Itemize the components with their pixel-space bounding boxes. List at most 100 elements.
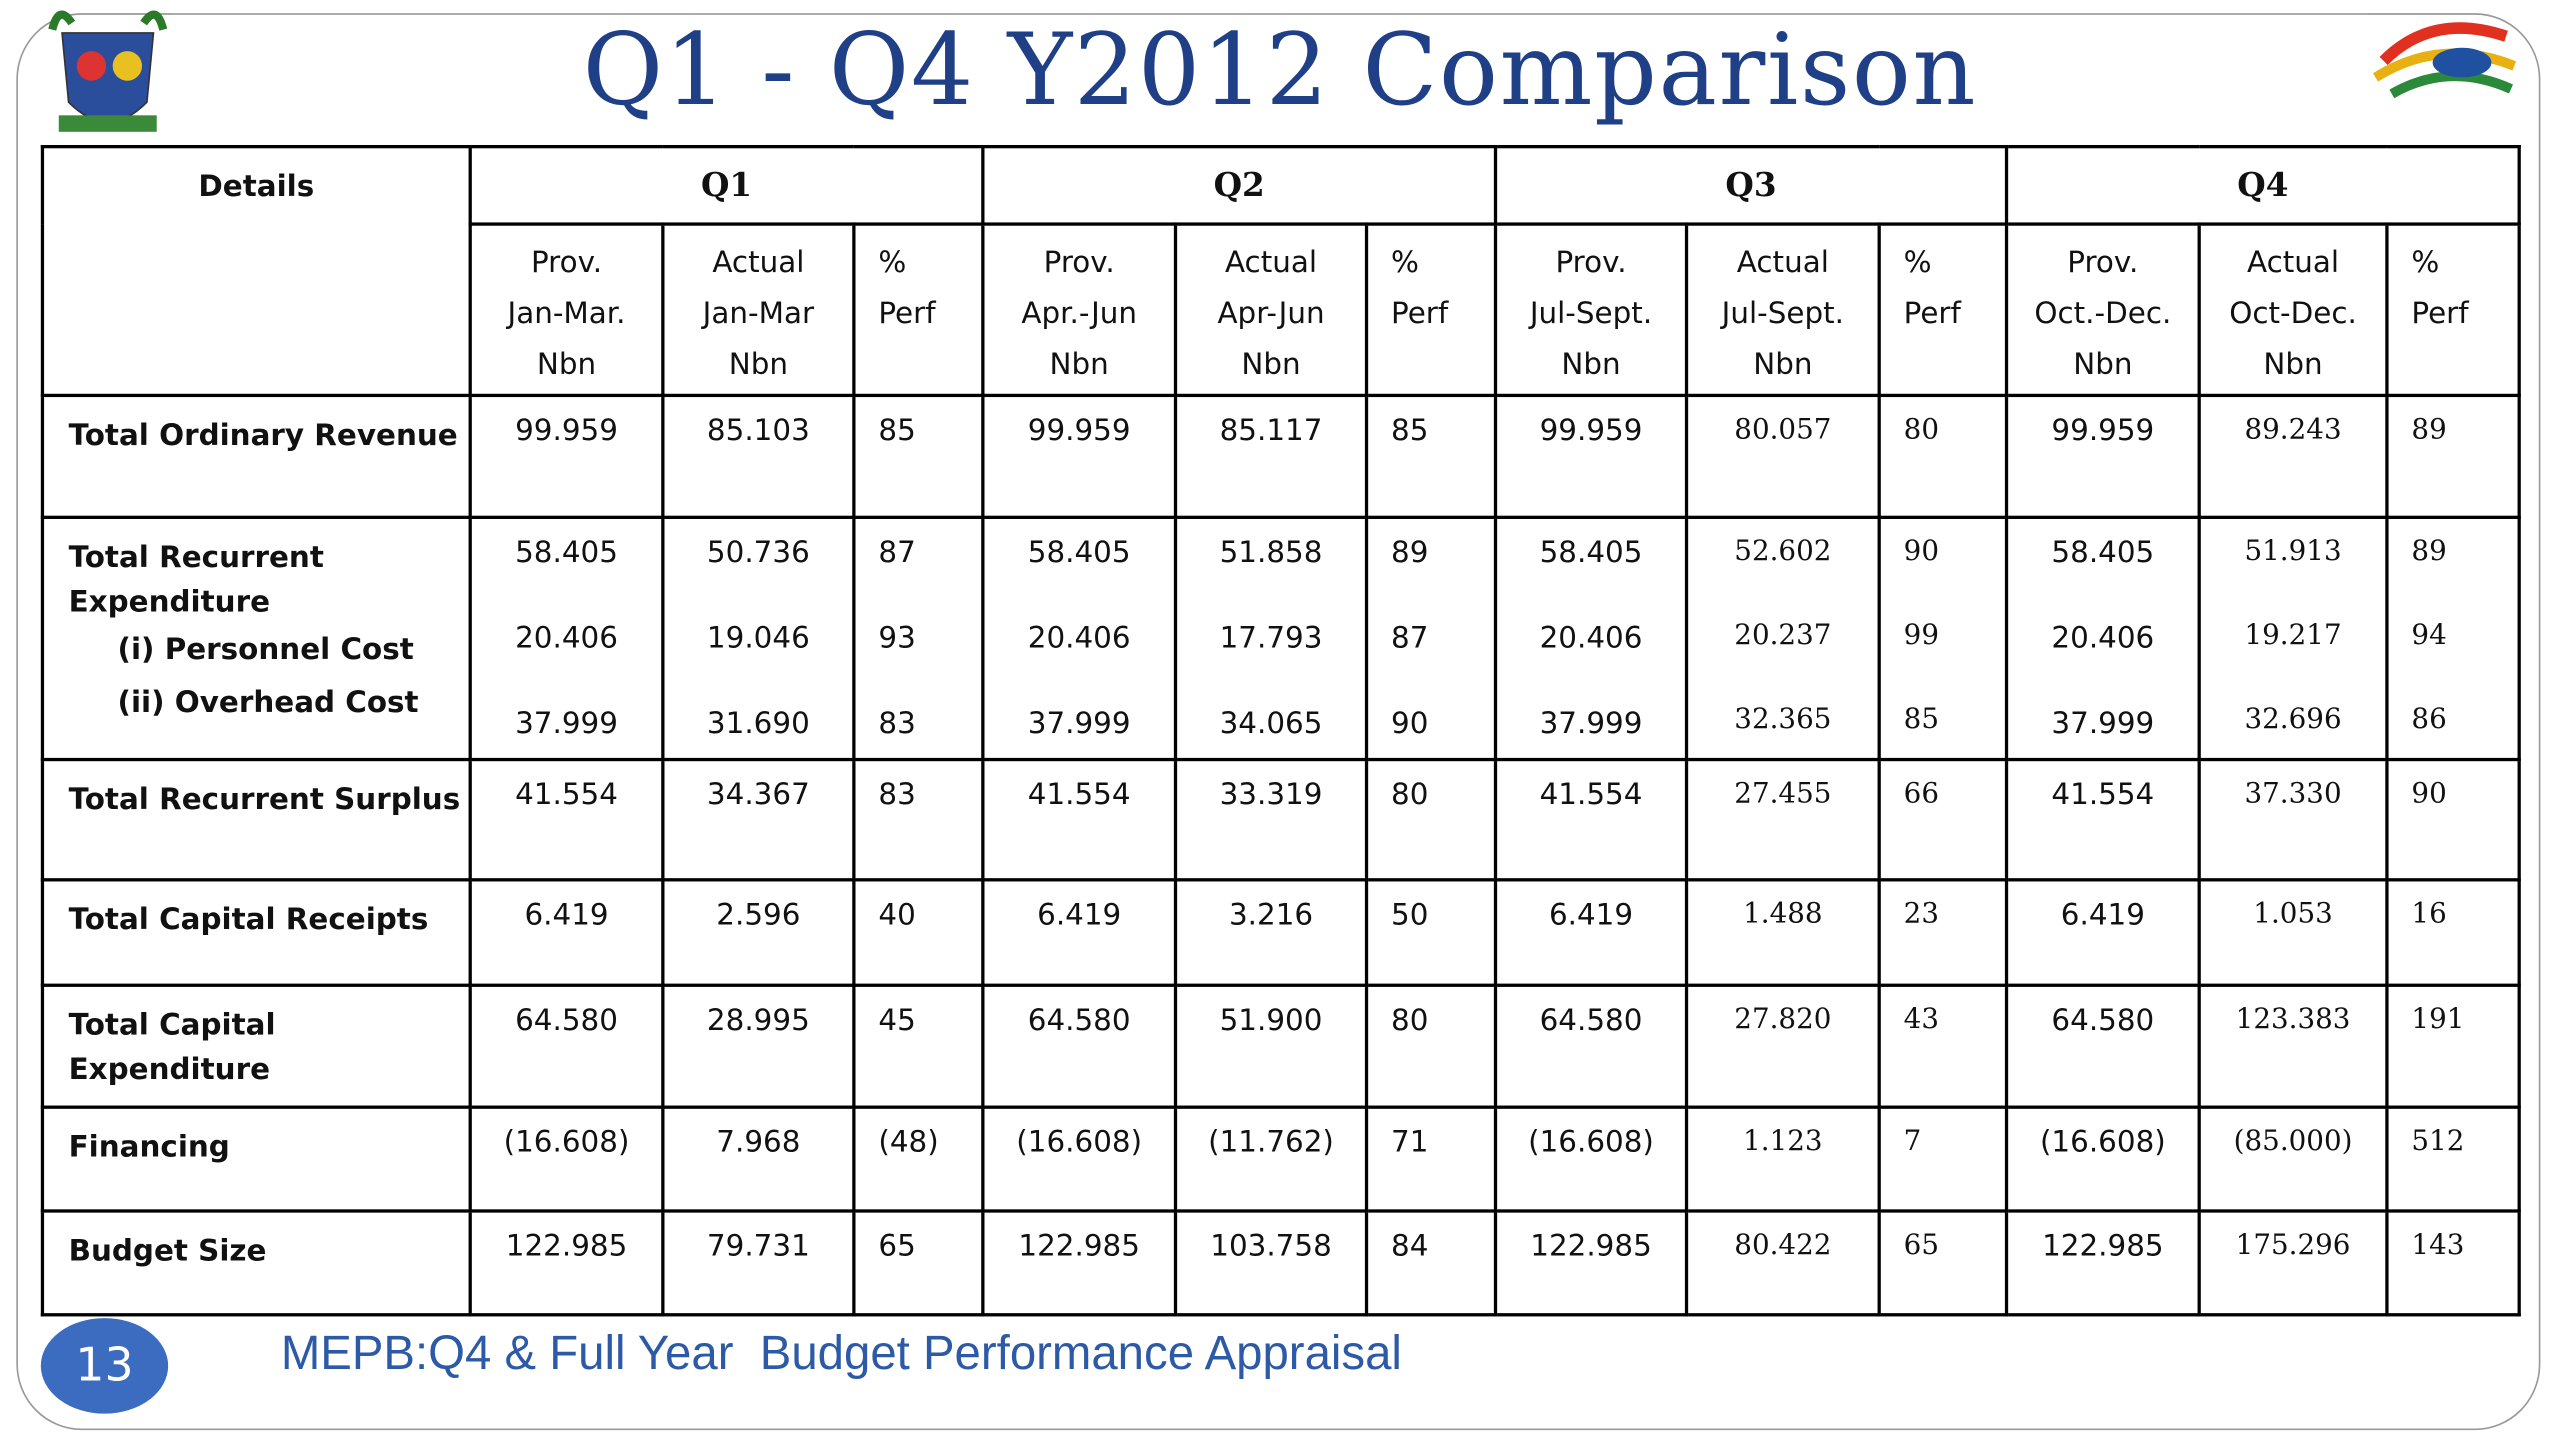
subheader: Prov. Jul-Sept. Nbn [1493,222,1689,398]
cell: 58.405 20.406 37.999 [2004,515,2201,762]
cell: 80 [1877,393,2009,519]
row-label: Total Capital Expenditure [40,983,472,1109]
cell-value: 45 [878,1003,916,1038]
cell-value: 33.319 [1219,777,1323,813]
cell-value: 143 [2411,1229,2465,1263]
cell: (16.608) [981,1105,1178,1213]
cell: 80.057 [1684,393,1881,519]
cell-value: 7.968 [716,1125,801,1160]
cell-value: 52.602 [1734,535,1832,569]
cell-value: 89 [2411,413,2447,447]
cell-value: 51.858 [1219,535,1323,571]
details-header: Details [40,144,472,398]
cell: 89 87 90 [1364,515,1498,762]
sub-label: (ii) Overhead Cost [117,685,419,721]
cell: 66 [1877,757,2009,882]
cell-value: 6.419 [1037,897,1122,933]
cell-value: 58.405 [515,535,618,571]
cell-value: 99 [1903,619,1940,653]
cell-value: 6.419 [1548,897,1634,933]
cell: 51.913 19.217 32.696 [2197,515,2389,762]
cell: 85.117 [1173,393,1369,519]
cell-value: 99.959 [1027,413,1131,449]
subheader-line: Nbn [2263,347,2323,383]
cell-value: (48) [878,1125,939,1160]
cell: 3.216 [1173,878,1369,987]
cell: 37.330 [2197,757,2389,882]
subheader: Actual Jul-Sept. Nbn [1684,222,1881,398]
subheader-line: Jan-Mar [702,296,815,332]
cell-value: 1.123 [1743,1125,1823,1159]
subheader-line: Perf [878,296,936,332]
cell-value: 32.365 [1734,703,1832,737]
cell: 99.959 [981,393,1178,519]
subheader-line: Perf [1391,296,1449,332]
row-label: Budget Size [40,1209,472,1317]
cell: 1.123 [1684,1105,1881,1213]
row-label: Total Recurrent Surplus [40,757,472,882]
subheader-line: Actual [712,245,805,281]
cell: 6.419 [1493,878,1689,987]
cell-value: (16.608) [503,1125,630,1160]
row-label: Total Capital Receipts [40,878,472,987]
cell-value: (85.000) [2233,1125,2353,1159]
cell-value: 80 [1391,777,1429,813]
cell-value: 80 [1903,413,1940,447]
cell: 83 [852,757,985,882]
subheader: % Perf [1364,222,1498,398]
cell-value: 103.758 [1210,1229,1332,1264]
cell-value: 122.985 [2042,1229,2164,1264]
cell-value: 2.596 [716,897,801,933]
cell-value: 1.488 [1743,897,1823,931]
subheader: Prov. Jan-Mar. Nbn [468,222,665,398]
cell-value: 58.405 [2051,535,2155,571]
subheader-line: Nbn [728,347,789,383]
cell: 122.985 [468,1209,665,1317]
cell-value: 20.406 [1027,621,1131,656]
cell-value: 512 [2411,1125,2465,1159]
cell-value: 51.900 [1219,1003,1323,1038]
cell-value: 99.959 [1539,413,1643,449]
data-row: Total Capital Receipts 6.419 2.596 40 6.419 3… [40,878,2521,987]
cell-value: 51.913 [2244,535,2342,569]
cell-value: 123.383 [2235,1003,2351,1037]
cell-value: 20.406 [2051,621,2155,656]
quarter-header: Q3 [1493,144,2009,226]
cell-value: 43 [1903,1003,1940,1037]
cell: 41.554 [2004,757,2201,882]
cell: 41.554 [1493,757,1689,882]
quarter-header: Q4 [2004,144,2521,226]
cell-value: 41.554 [515,777,618,813]
cell: 34.367 [661,757,856,882]
cell-value: 84 [1391,1229,1429,1264]
cell: 7 [1877,1105,2009,1213]
cell: (16.608) [1493,1105,1689,1213]
cell-value: 41.554 [2051,777,2155,813]
cell: 99.959 [1493,393,1689,519]
row-label: Total Ordinary Revenue [40,393,472,519]
cell-value: 122.985 [505,1229,628,1264]
subheader-line: Apr.-Jun [1021,296,1138,332]
cell-value: 89.243 [2244,413,2342,447]
cell-value: 85 [1903,703,1940,737]
cell-value: 50.736 [706,535,810,571]
cell-value: 34.367 [706,777,810,813]
cell: (11.762) [1173,1105,1369,1213]
data-row: Total Ordinary Revenue 99.959 85.103 85 99.9… [40,393,2521,519]
cell-value: 80.422 [1734,1229,1832,1263]
cell: 2.596 [661,878,856,987]
cell: (48) [852,1105,985,1213]
cell: 122.985 [981,1209,1178,1317]
row-label-text: Total Capital Receipts [68,902,429,938]
cell: (85.000) [2197,1105,2389,1213]
cell-value: 89 [2411,535,2447,569]
subheader-line: Perf [1903,296,1961,332]
subheader-line: Oct-Dec. [2229,296,2357,332]
cell-value: (11.762) [1208,1125,1334,1160]
cell: 89.243 [2197,393,2389,519]
subheader-line: Oct.-Dec. [2034,296,2172,332]
logo-left [48,10,168,132]
cell: 123.383 [2197,983,2389,1109]
cell-value: 90 [1903,535,1940,569]
cell: 84 [1364,1209,1498,1317]
